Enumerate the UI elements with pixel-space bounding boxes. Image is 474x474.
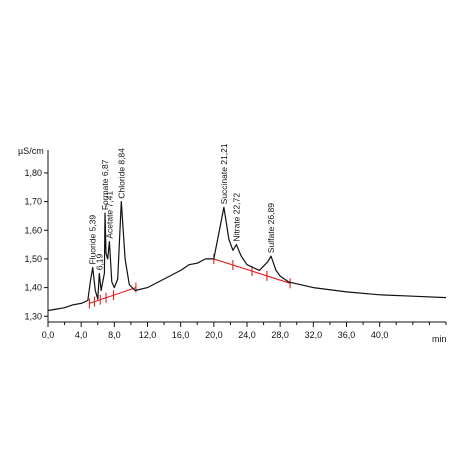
x-tick-label: 32,0 — [305, 330, 323, 340]
x-tick-label: 4,0 — [75, 330, 88, 340]
y-tick-label: 1,40 — [24, 283, 42, 293]
integration-baseline — [89, 287, 137, 304]
peak-label: Fluoride 5,39 — [88, 215, 98, 265]
x-tick-label: 40,0 — [371, 330, 389, 340]
peak-label: Sulfate 26,89 — [266, 203, 276, 253]
peak-label: Acetate 7,41 — [104, 191, 114, 239]
integration-baselines — [88, 253, 291, 309]
x-tick-label: 36,0 — [338, 330, 356, 340]
x-tick-label: 28,0 — [271, 330, 289, 340]
peak-label: Chloride 8,84 — [116, 148, 126, 199]
x-ticks: 0,0 4,0 8,0 12,0 16,0 20,0 24,0 28,0 32,0 36,0 40,… — [42, 322, 447, 340]
peak-label: Succinate 21,21 — [219, 143, 229, 204]
y-tick-label: 1,50 — [24, 254, 42, 264]
x-tick-label: 12,0 — [139, 330, 157, 340]
x-axis-title: min — [432, 334, 447, 344]
y-tick-label: 1,70 — [24, 197, 42, 207]
y-tick-label: 1,30 — [24, 311, 42, 321]
x-tick-label: 8,0 — [108, 330, 121, 340]
x-tick-label: 16,0 — [172, 330, 190, 340]
x-tick-label: 0,0 — [42, 330, 55, 340]
y-tick-label: 1,80 — [24, 168, 42, 178]
x-tick-label: 20,0 — [205, 330, 223, 340]
y-ticks: 1,30 1,40 1,50 1,60 1,70 1,80 — [24, 168, 48, 321]
signal-trace — [47, 201, 447, 312]
x-tick-label: 24,0 — [238, 330, 256, 340]
peak-label: Nitrate 22,72 — [231, 193, 241, 242]
peak-label: Formate 6,87 — [100, 159, 110, 210]
series — [47, 201, 447, 312]
y-axis-title: µS/cm — [18, 146, 44, 156]
peak-label: 6,19 — [94, 253, 104, 270]
y-tick-label: 1,60 — [24, 225, 42, 235]
